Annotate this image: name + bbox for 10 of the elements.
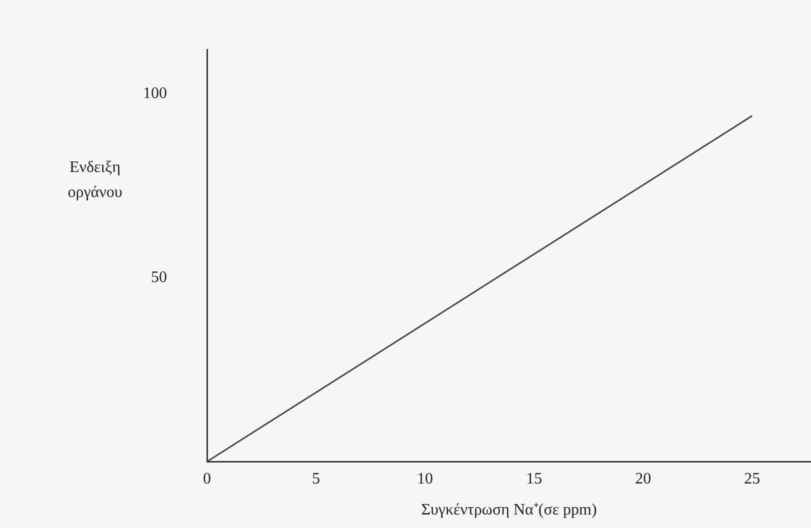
x-tick-label: 10 — [417, 470, 434, 488]
x-tick-label: 5 — [312, 470, 320, 488]
x-axis-title: Συγκέντρωση Να⁺(σε ppm) — [421, 502, 597, 519]
y-tick-label: 50 — [151, 268, 167, 286]
y-tick-label: 100 — [143, 84, 167, 102]
y-axis-title: Ενδειξη οργάνου — [68, 159, 122, 202]
x-tick-label: 0 — [203, 470, 211, 488]
x-tick-label: 25 — [744, 470, 760, 488]
x-tick-label: 20 — [635, 470, 652, 488]
x-tick-label: 15 — [526, 470, 542, 488]
